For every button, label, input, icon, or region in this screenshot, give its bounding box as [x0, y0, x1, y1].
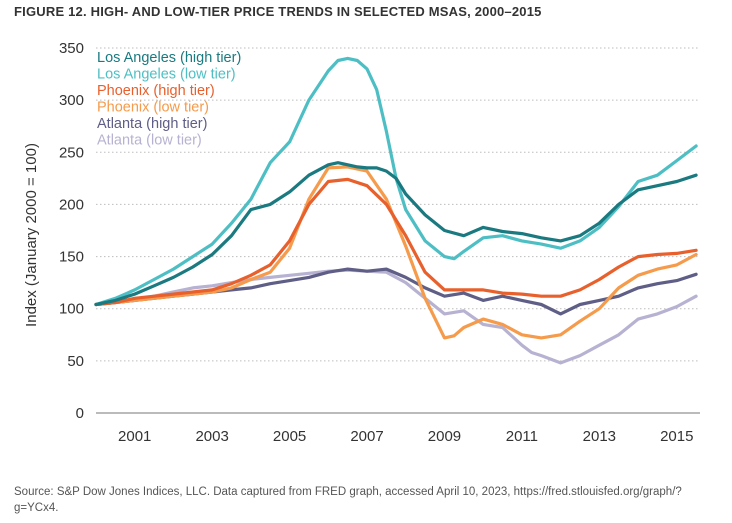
- x-tick-label: 2015: [660, 428, 693, 445]
- y-tick-label: 0: [76, 405, 84, 422]
- legend-entry: Atlanta (high tier): [97, 116, 207, 132]
- y-tick-label: 200: [59, 196, 84, 213]
- legend-entry: Los Angeles (high tier): [97, 50, 241, 66]
- series-line-los-angeles-high-tier: [94, 161, 698, 307]
- legend-entry: Los Angeles (low tier): [97, 67, 236, 83]
- legend-entry: Phoenix (low tier): [97, 100, 209, 116]
- x-tick-label: 2011: [506, 428, 538, 445]
- line-chart: 0 50 100 150 200 250 300 350 2001 2003 2005 2007 200…: [23, 40, 700, 445]
- x-tick-label: 2013: [583, 428, 616, 445]
- x-tick-label: 2005: [273, 428, 306, 445]
- y-tick-label: 100: [59, 301, 84, 318]
- legend: Los Angeles (high tier)Los Angeles (low …: [97, 50, 241, 149]
- figure-title: FIGURE 12. HIGH- AND LOW-TIER PRICE TREN…: [14, 4, 542, 19]
- axis-layer: 0 50 100 150 200 250 300 350 2001 2003 2005 2007 200…: [59, 40, 700, 445]
- source-note: Source: S&P Dow Jones Indices, LLC. Data…: [14, 486, 682, 514]
- series-line-atlanta-low-tier: [94, 268, 698, 365]
- series-line-los-angeles-low-tier: [94, 56, 698, 307]
- y-axis-label: Index (January 2000 = 100): [23, 143, 40, 327]
- x-tick-label: 2007: [350, 428, 383, 445]
- grid-layer: [96, 47, 700, 362]
- x-tick-label: 2009: [428, 428, 461, 445]
- x-tick-label: 2001: [118, 428, 151, 445]
- y-tick-label: 50: [67, 353, 84, 370]
- legend-entry: Atlanta (low tier): [97, 133, 202, 149]
- y-tick-label: 150: [59, 249, 84, 266]
- series-layer: [94, 56, 698, 365]
- series-line-phoenix-high-tier: [94, 177, 698, 307]
- y-tick-label: 350: [59, 40, 84, 57]
- y-tick-label: 300: [59, 92, 84, 109]
- y-tick-label: 250: [59, 144, 84, 161]
- series-line-phoenix-low-tier: [94, 165, 698, 340]
- x-tick-label: 2003: [195, 428, 228, 445]
- legend-entry: Phoenix (high tier): [97, 83, 215, 99]
